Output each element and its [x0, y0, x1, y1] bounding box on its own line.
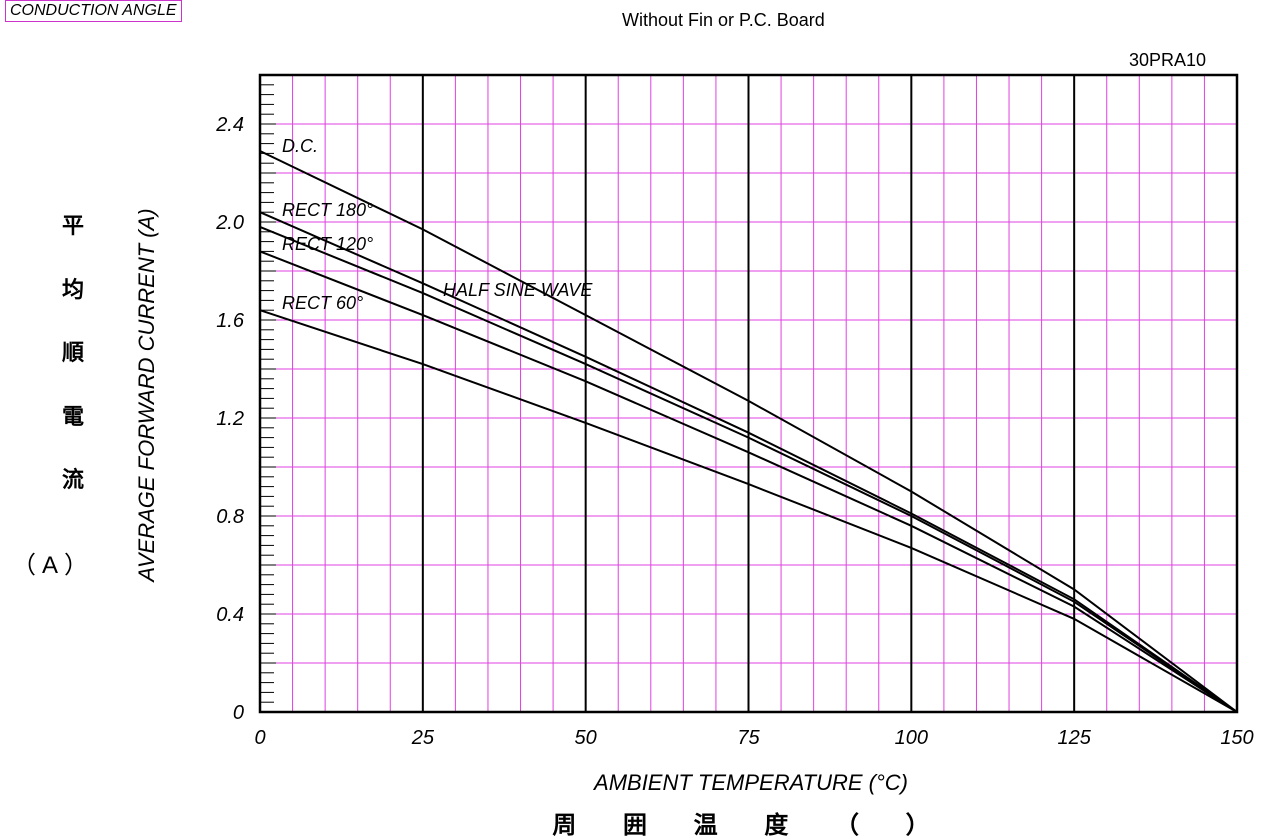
series-label: D.C.	[282, 136, 318, 156]
x-tick-label: 75	[737, 727, 760, 749]
y-tick-label: 0.4	[216, 604, 244, 626]
x-axis-label: AMBIENT TEMPERATURE (°C)	[594, 770, 908, 795]
series-label: HALF SINE WAVE	[443, 280, 593, 300]
y-tick-label: 1.2	[216, 408, 244, 430]
chart-subtitle: Without Fin or P.C. Board	[622, 10, 825, 30]
ylabel-jp-char: 平	[62, 213, 85, 238]
y-tick-label: 1.6	[216, 310, 245, 332]
x-tick-label: 150	[1220, 727, 1253, 749]
y-tick-label: 2.4	[215, 114, 244, 136]
x-tick-label: 0	[254, 727, 265, 749]
plot-frame	[258, 73, 1239, 714]
ylabel-jp-unit: （A）	[12, 552, 95, 579]
x-tick-label: 125	[1057, 727, 1091, 749]
series-label: RECT 180°	[282, 200, 373, 220]
y-tick-label: 0	[233, 702, 244, 724]
series-line	[259, 309, 1238, 713]
ylabel-jp-char: 流	[62, 467, 85, 492]
ylabel-jp-char: 電	[62, 404, 85, 429]
series-label: RECT 120°	[282, 234, 373, 254]
series-line	[259, 225, 1238, 713]
x-axis-label-jp: 周 囲 温 度 （ ）	[552, 812, 950, 839]
y-tick-label: 2.0	[215, 212, 244, 234]
series-line	[259, 250, 1238, 713]
x-tick-label: 25	[411, 727, 435, 749]
part-number: 30PRA10	[1129, 50, 1207, 70]
x-tick-label: 100	[895, 727, 928, 749]
conduction-angle-label: CONDUCTION ANGLE	[5, 0, 182, 22]
y-tick-label: 0.8	[216, 506, 244, 528]
ylabel-jp-char: 順	[62, 340, 85, 365]
ylabel-jp-char: 均	[62, 277, 85, 302]
series-line	[259, 211, 1238, 713]
x-tick-label: 50	[575, 727, 597, 749]
series-line	[259, 150, 1238, 713]
series-label: RECT 60°	[282, 293, 363, 313]
